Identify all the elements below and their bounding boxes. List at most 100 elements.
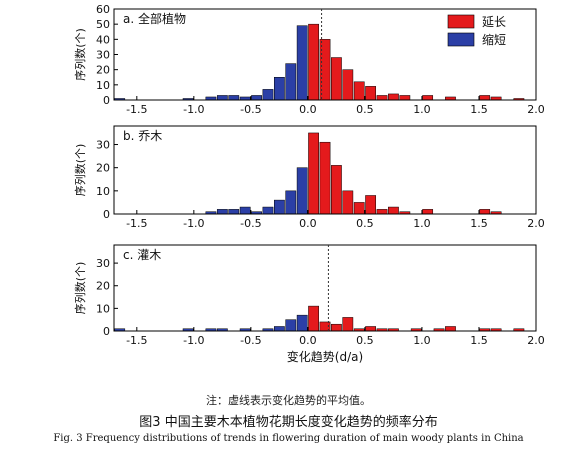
x-tick-label: -1.0 (183, 103, 204, 116)
x-tick-label: -1.0 (183, 334, 204, 347)
panel-title: b. 乔木 (123, 129, 162, 143)
y-tick-label: 30 (96, 139, 110, 152)
bar-extend (422, 209, 434, 215)
figure-caption-en: Fig. 3 Frequency distributions of trends… (53, 433, 524, 444)
bar-extend (308, 132, 319, 215)
chart-panel-1: 0 10 20 30 40 50 60 -1.5 -1.0 -0.5 0.0 0.5 1.0 1.5 2.0… (73, 3, 545, 116)
bar-extend (376, 209, 388, 215)
bar-shorten (239, 206, 251, 215)
bar-shorten (285, 63, 297, 101)
bar-extend (365, 195, 377, 215)
x-tick-label: 1.5 (470, 334, 488, 347)
y-tick-label: 40 (96, 33, 110, 46)
bar-extend (365, 326, 377, 332)
x-tick-label: 0.5 (356, 103, 374, 116)
bar-extend (445, 326, 456, 332)
y-tick-label: 60 (96, 3, 110, 16)
bar-shorten (273, 199, 285, 215)
bar-extend (331, 323, 342, 332)
bar-extend (331, 57, 342, 101)
legend-swatch-shorten (447, 32, 475, 47)
y-tick-label: 30 (96, 49, 110, 62)
x-tick-label: 1.0 (413, 217, 431, 230)
legend-label-shorten: 缩短 (482, 32, 506, 47)
x-tick-label: 1.0 (413, 103, 431, 116)
x-tick-label: 1.5 (470, 217, 488, 230)
y-tick-label: 20 (96, 162, 110, 175)
legend-label-extend: 延长 (482, 15, 506, 29)
bar-shorten (262, 89, 274, 101)
x-axis-label: 变化趋势(d/a) (287, 349, 363, 364)
x-tick-label: -1.0 (183, 217, 204, 230)
bar-extend (479, 95, 491, 101)
y-tick-label: 10 (96, 185, 110, 198)
bar-shorten (273, 77, 285, 101)
panel-title: a. 全部植物 (123, 11, 186, 26)
y-tick-label: 50 (96, 18, 110, 31)
y-tick-label: 10 (96, 302, 110, 315)
x-tick-label: 0.5 (356, 217, 374, 230)
bar-shorten (228, 209, 240, 215)
y-tick-label: 0 (103, 325, 110, 338)
y-axis-label: 序列数(个) (73, 144, 87, 197)
legend-swatch-extend (447, 14, 475, 29)
y-axis-label: 序列数(个) (73, 28, 87, 81)
x-tick-label: -0.5 (240, 103, 261, 116)
bar-extend (388, 206, 399, 215)
x-tick-label: 2.0 (527, 334, 545, 347)
bar-extend (353, 81, 365, 101)
bar-extend (319, 141, 331, 215)
bar-extend (365, 86, 377, 101)
y-tick-label: 0 (103, 94, 110, 107)
y-axis-label: 序列数(个) (73, 262, 87, 315)
chart-panel-3: 0 10 20 30 -1.5 -1.0 -0.5 0.0 0.5 1.0 1.5 2.0 c. 灌木序… (73, 244, 545, 364)
y-tick-label: 10 (96, 79, 110, 92)
bar-shorten (296, 167, 308, 215)
y-tick-label: 0 (103, 208, 110, 221)
figure-caption-cn: 图3 中国主要木本植物花期长度变化趋势的频率分布 (139, 415, 438, 430)
y-tick-label: 20 (96, 280, 110, 293)
bar-extend (388, 93, 399, 101)
chart-panel-2: 0 10 20 30 -1.5 -1.0 -0.5 0.0 0.5 1.0 1.5 2.0 b. 乔木序… (73, 125, 545, 230)
bar-extend (342, 317, 354, 332)
y-tick-label: 20 (96, 64, 110, 77)
bar-extend (399, 95, 411, 101)
bar-shorten (262, 206, 274, 215)
bar-extend (342, 190, 354, 215)
x-tick-label: -0.5 (240, 334, 261, 347)
x-tick-label: 2.0 (527, 103, 545, 116)
bar-extend (331, 165, 342, 215)
bar-shorten (216, 209, 228, 215)
y-tick-label: 30 (96, 257, 110, 270)
panel-title: c. 灌木 (123, 248, 161, 262)
x-tick-label: -1.5 (126, 334, 147, 347)
x-tick-label: 1.0 (413, 334, 431, 347)
x-tick-label: 1.5 (470, 103, 488, 116)
bar-extend (342, 69, 354, 101)
x-tick-label: 0.0 (299, 217, 317, 230)
x-tick-label: 2.0 (527, 217, 545, 230)
bar-extend (422, 95, 434, 101)
bar-shorten (285, 319, 297, 332)
bar-shorten (296, 25, 308, 101)
x-tick-label: -0.5 (240, 217, 261, 230)
bar-shorten (285, 190, 297, 215)
figure-note: 注：虚线表示变化趋势的平均值。 (206, 394, 371, 407)
bar-shorten (216, 95, 228, 101)
bar-extend (308, 23, 319, 101)
plot-frame (113, 244, 537, 332)
x-tick-label: -1.5 (126, 103, 147, 116)
bar-extend (376, 95, 388, 101)
bar-shorten (296, 314, 308, 332)
plot-frame (113, 125, 537, 215)
bar-extend (353, 202, 365, 215)
x-tick-label: 0.0 (299, 103, 317, 116)
x-tick-label: -1.5 (126, 217, 147, 230)
bar-shorten (251, 95, 262, 101)
x-tick-label: 0.5 (356, 334, 374, 347)
bar-shorten (228, 95, 240, 101)
x-tick-label: 0.0 (299, 334, 317, 347)
bar-shorten (273, 326, 285, 332)
